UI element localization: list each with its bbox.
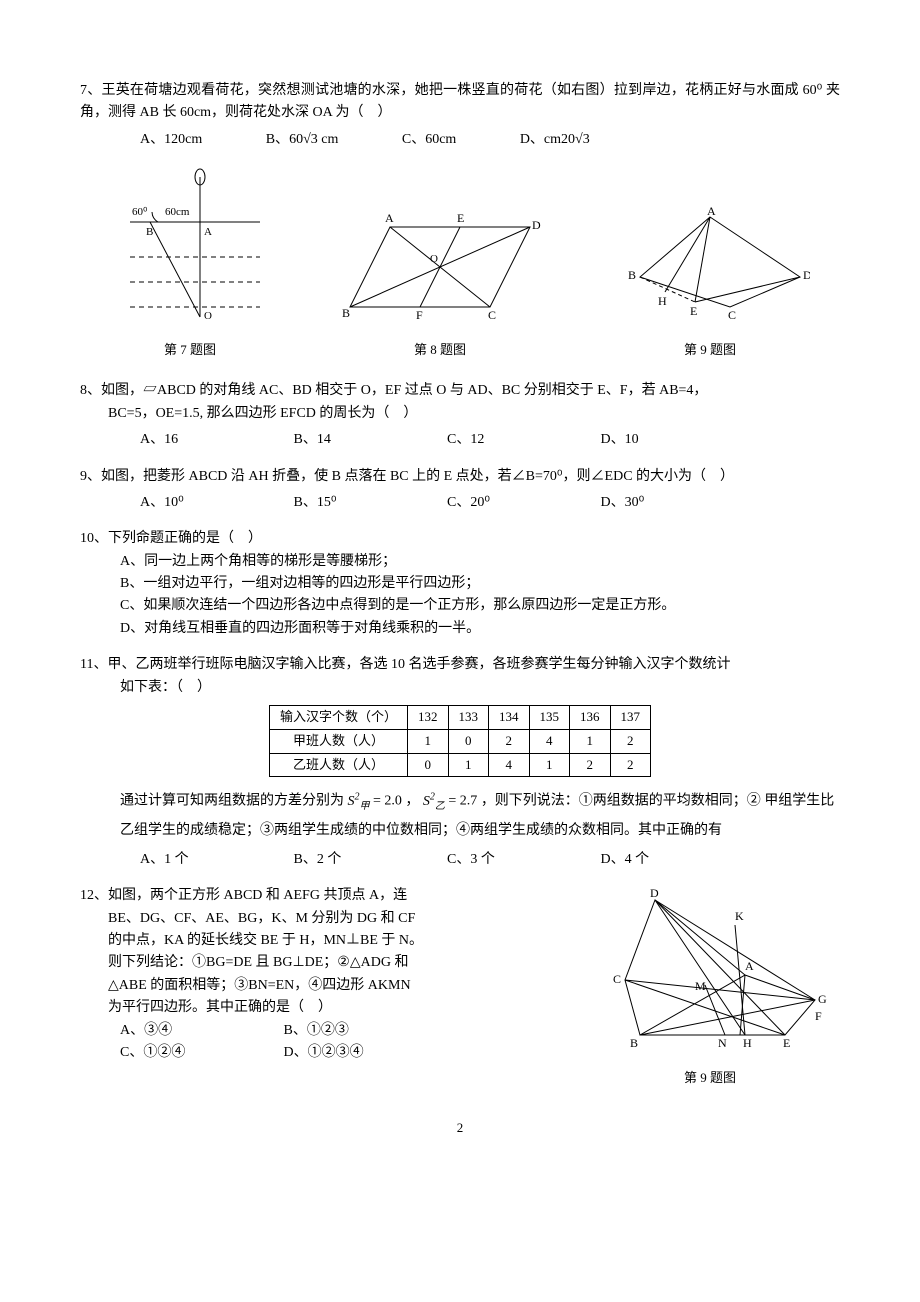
fig7-A: A (204, 226, 212, 238)
question-11: 11、甲、乙两班举行班际电脑汉字输入比赛，各选 10 名选手参赛，各班参赛学生每… (80, 654, 840, 871)
svg-text:D: D (532, 218, 541, 232)
fig12-caption: 第 9 题图 (580, 1068, 840, 1089)
fig7-caption: 第 7 题图 (110, 340, 270, 361)
q8-opt-c: C、12 (447, 429, 597, 451)
q10-text: 10、下列命题正确的是（ ） (80, 528, 840, 550)
question-7: 7、王英在荷塘边观看荷花，突然想测试池塘的水深，她把一株竖直的荷花（如右图）拉到… (80, 80, 840, 151)
q11-options: A、1 个 B、2 个 C、3 个 D、4 个 (80, 849, 840, 871)
q9-opt-a: A、10⁰ (140, 492, 290, 514)
page-number: 2 (80, 1118, 840, 1139)
q12-opt-c: C、①②④ (120, 1042, 280, 1064)
figure-9: A B H E C D 第 9 题图 (610, 207, 810, 360)
svg-text:B: B (342, 306, 350, 320)
q11-opt-a: A、1 个 (140, 849, 290, 871)
svg-text:G: G (818, 992, 827, 1006)
svg-text:F: F (815, 1009, 822, 1023)
table-row: 甲班人数（人） 1 0 2 4 1 2 (269, 729, 650, 753)
q11-opt-b: B、2 个 (294, 849, 444, 871)
q10-opt-a: A、同一边上两个角相等的梯形是等腰梯形； (80, 551, 840, 573)
q7-opt-b: B、60√3 cm (266, 129, 339, 151)
q7-text: 7、王英在荷塘边观看荷花，突然想测试池塘的水深，她把一株竖直的荷花（如右图）拉到… (80, 80, 840, 125)
svg-text:A: A (745, 959, 754, 973)
svg-text:C: C (488, 308, 496, 322)
svg-text:H: H (658, 294, 667, 308)
q8-opt-d: D、10 (601, 429, 751, 451)
svg-text:N: N (718, 1036, 727, 1050)
q10-opt-c: C、如果顺次连结一个四边形各边中点得到的是一个正方形，那么原四边形一定是正方形。 (80, 595, 840, 617)
fig9-caption: 第 9 题图 (610, 340, 810, 361)
figure-9-svg: A B H E C D (610, 207, 810, 327)
question-10: 10、下列命题正确的是（ ） A、同一边上两个角相等的梯形是等腰梯形； B、一组… (80, 528, 840, 640)
svg-text:K: K (735, 909, 744, 923)
svg-text:C: C (728, 308, 736, 322)
fig8-caption: 第 8 题图 (330, 340, 550, 361)
q12-text: 12、如图，两个正方形 ABCD 和 AEFG 共顶点 A，连 BE、DG、CF… (80, 885, 580, 1064)
fig7-len: 60cm (165, 206, 190, 218)
table-row: 乙班人数（人） 0 1 4 1 2 2 (269, 753, 650, 777)
q10-opt-b: B、一组对边平行，一组对边相等的四边形是平行四边形； (80, 573, 840, 595)
fig7-B: B (146, 226, 153, 238)
q7-num: 7、 (80, 83, 101, 98)
q11-table: 输入汉字个数（个） 132 133 134 135 136 137 甲班人数（人… (269, 705, 651, 777)
q7-body: 王英在荷塘边观看荷花，突然想测试池塘的水深，她把一株竖直的荷花（如右图）拉到岸边… (80, 83, 840, 120)
q7-options: A、120cm B、60√3 cm C、60cm D、cm20√3 (80, 129, 840, 151)
q7-opt-d: D、cm20√3 (520, 129, 590, 151)
svg-text:A: A (707, 207, 716, 218)
table-header-row: 输入汉字个数（个） 132 133 134 135 136 137 (269, 706, 650, 730)
q11-opt-d: D、4 个 (601, 849, 751, 871)
figure-12-svg: D K C M A G B N H E F (585, 885, 835, 1055)
q8-opt-b: B、14 (294, 429, 444, 451)
q9-text: 9、如图，把菱形 ABCD 沿 AH 折叠，使 B 点落在 BC 上的 E 点处… (80, 466, 840, 488)
question-9: 9、如图，把菱形 ABCD 沿 AH 折叠，使 B 点落在 BC 上的 E 点处… (80, 466, 840, 515)
q12-opt-b: B、①②③ (284, 1020, 444, 1042)
q8-opt-a: A、16 (140, 429, 290, 451)
q9-opt-b: B、15⁰ (294, 492, 444, 514)
svg-text:D: D (650, 886, 659, 900)
fig7-angle: 60⁰ (132, 206, 148, 218)
question-12: 12、如图，两个正方形 ABCD 和 AEFG 共顶点 A，连 BE、DG、CF… (80, 885, 840, 1088)
svg-text:F: F (416, 308, 423, 322)
svg-text:O: O (430, 253, 438, 265)
q9-opt-d: D、30⁰ (601, 492, 751, 514)
figure-7: 60⁰ 60cm B A O 第 7 题图 (110, 167, 270, 360)
fig7-O: O (204, 310, 212, 322)
q11-text: 11、甲、乙两班举行班际电脑汉字输入比赛，各选 10 名选手参赛，各班参赛学生每… (80, 654, 840, 676)
q9-options: A、10⁰ B、15⁰ C、20⁰ D、30⁰ (80, 492, 840, 514)
figure-8: A E D B F C O 第 8 题图 (330, 207, 550, 360)
svg-text:C: C (613, 972, 621, 986)
svg-text:A: A (385, 211, 394, 225)
svg-text:E: E (783, 1036, 790, 1050)
figure-7-svg: 60⁰ 60cm B A O (110, 167, 270, 327)
svg-text:B: B (628, 268, 636, 282)
q11-opt-c: C、3 个 (447, 849, 597, 871)
q9-opt-c: C、20⁰ (447, 492, 597, 514)
q8-text: 8、如图，▱ABCD 的对角线 AC、BD 相交于 O，EF 过点 O 与 AD… (80, 380, 840, 402)
q11-text2: 如下表：（ ） (80, 677, 840, 699)
q11-analysis: 通过计算可知两组数据的方差分别为 S2甲 = 2.0 ， S2乙 = 2.7 ，… (80, 787, 840, 844)
q12-options-row2: C、①②④ D、①②③④ (80, 1042, 580, 1064)
svg-text:B: B (630, 1036, 638, 1050)
q8-options: A、16 B、14 C、12 D、10 (80, 429, 840, 451)
svg-text:E: E (690, 304, 697, 318)
figure-row: 60⁰ 60cm B A O 第 7 题图 A E D B F C O 第 8 … (80, 167, 840, 360)
q7-opt-a: A、120cm (140, 129, 202, 151)
q12-opt-a: A、③④ (120, 1020, 280, 1042)
q7-opt-c: C、60cm (402, 129, 456, 151)
question-8: 8、如图，▱ABCD 的对角线 AC、BD 相交于 O，EF 过点 O 与 AD… (80, 380, 840, 451)
figure-8-svg: A E D B F C O (330, 207, 550, 327)
svg-text:H: H (743, 1036, 752, 1050)
q10-opt-d: D、对角线互相垂直的四边形面积等于对角线乘积的一半。 (80, 618, 840, 640)
figure-12: D K C M A G B N H E F 第 9 题图 (580, 885, 840, 1088)
q8-text2: BC=5，OE=1.5, 那么四边形 EFCD 的周长为（ ） (80, 403, 840, 425)
q12-options-row1: A、③④ B、①②③ (80, 1020, 580, 1042)
svg-text:E: E (457, 211, 464, 225)
svg-text:M: M (695, 979, 706, 993)
q12-opt-d: D、①②③④ (284, 1042, 444, 1064)
svg-text:D: D (803, 268, 810, 282)
